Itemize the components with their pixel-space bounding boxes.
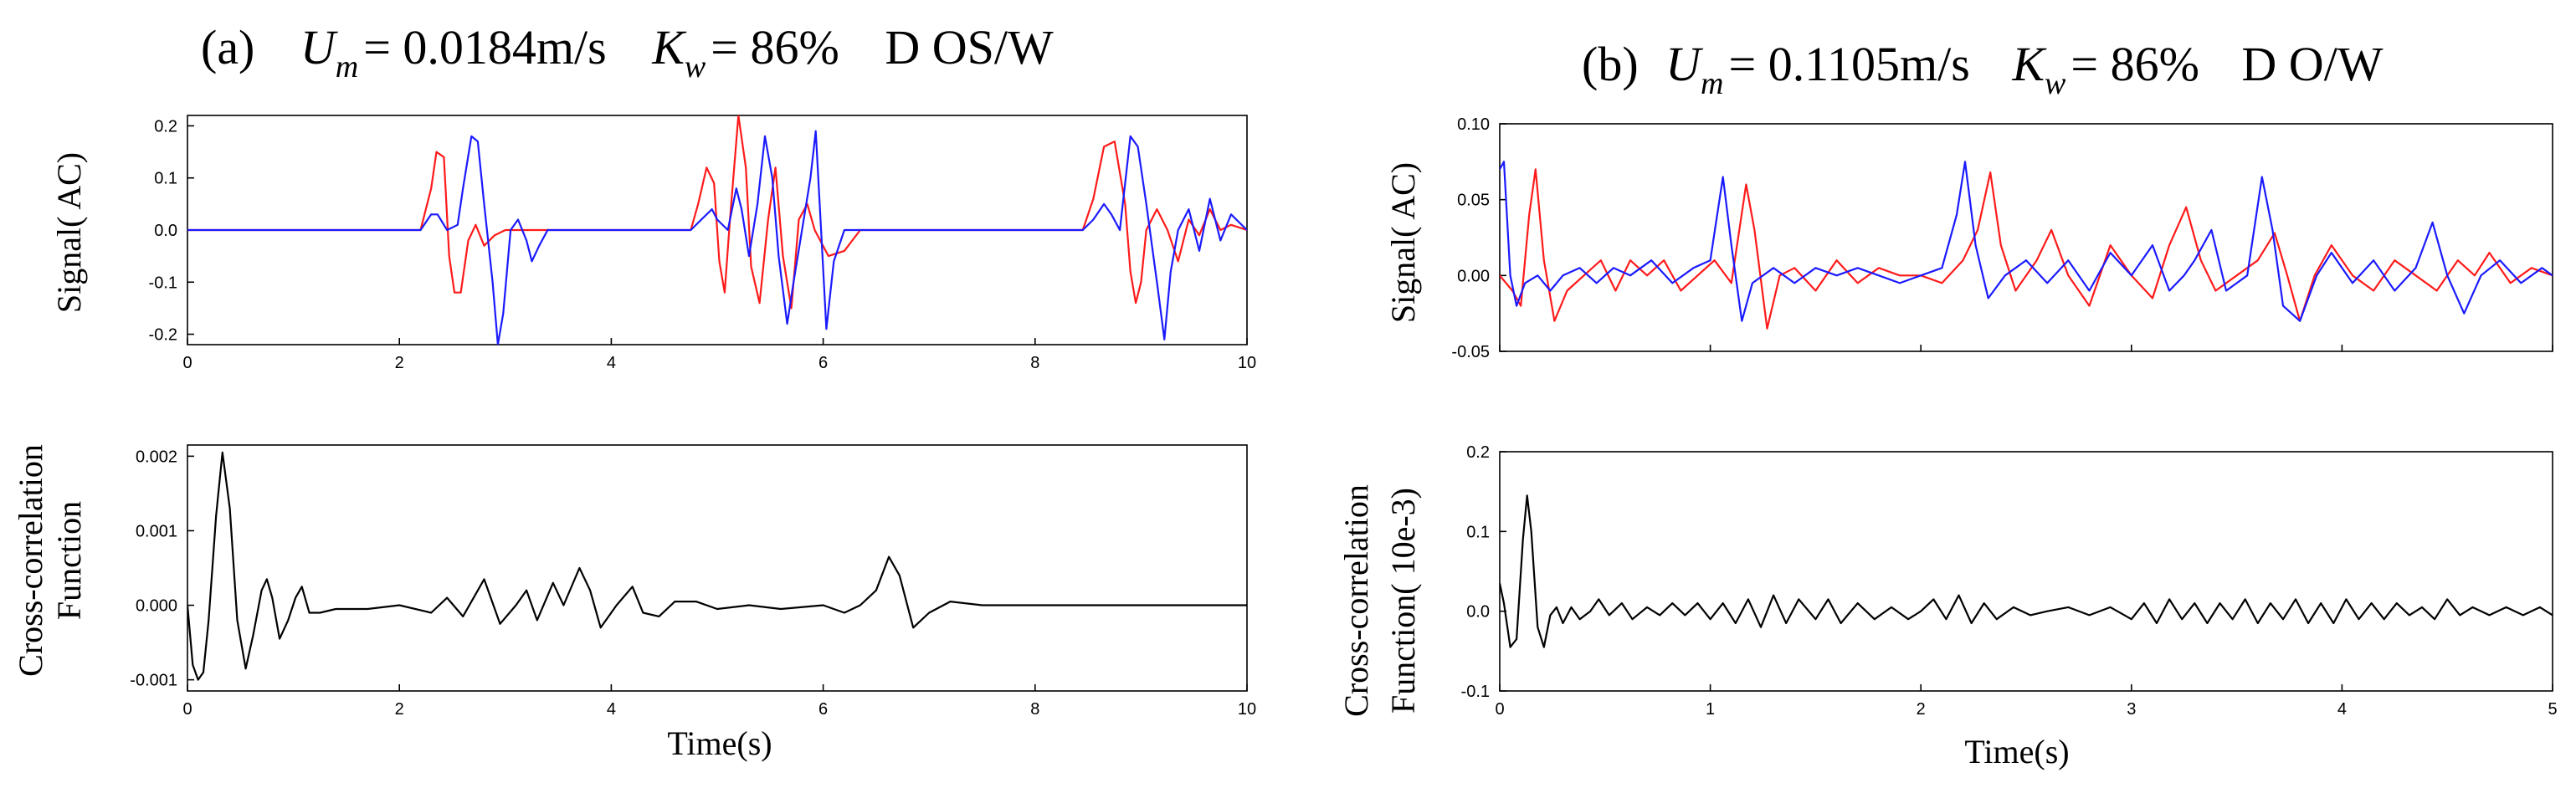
panel-a-kw-sub: w	[685, 49, 706, 84]
x-tick-label: 0	[1495, 700, 1504, 719]
series-line-red	[1500, 168, 2553, 330]
x-tick-label: 0	[182, 700, 192, 719]
y-tick-label: 0.10	[1457, 115, 1490, 134]
plot-frame	[187, 444, 1248, 692]
panel-a-kw-value: = 86%	[711, 20, 839, 74]
panel-b-kw-sub: w	[2045, 66, 2066, 101]
y-tick-label: 0.2	[1466, 443, 1490, 462]
panel-b-kw-symbol: K	[2011, 37, 2047, 91]
panel-b-um-symbol: U	[1665, 37, 1704, 91]
x-tick-label: 8	[1030, 354, 1039, 372]
plot-frame	[1499, 451, 2553, 692]
x-tick-label: 1	[1706, 700, 1715, 719]
panel-a-um-sub: m	[336, 49, 358, 84]
y-tick-label: -0.2	[149, 326, 177, 345]
series-line-red	[187, 115, 1247, 310]
panel-b-cc-ylabel-line2: Function( 10e-3)	[1384, 488, 1422, 714]
y-tick-label: -0.001	[130, 672, 177, 690]
series-line-cc	[187, 451, 1247, 681]
x-tick-label: 2	[395, 700, 404, 719]
panel-a-signal-plot: 0 2 4 6 8 10 -0.2 -0.1 0.0 0.1 0.2	[149, 115, 1256, 372]
y-tick-label: 0.002	[136, 448, 177, 466]
panel-a-cc-ylabel-line2: Function	[50, 501, 88, 620]
x-tick-label: 10	[1238, 700, 1256, 719]
x-tick-label: 4	[607, 700, 616, 719]
series-line-blue	[187, 130, 1247, 345]
x-tick-label: 10	[1238, 354, 1256, 372]
y-tick-label: -0.05	[1451, 343, 1490, 361]
panel-a-cc-ylabel-line1: Cross-correlation	[12, 444, 49, 677]
panel-b-title: (b) Um = 0.1105m/s Kw = 86% D O/W	[1582, 37, 2384, 101]
panel-b-cc-ylabel-line1: Cross-correlation	[1337, 484, 1375, 717]
x-tick-label: 5	[2548, 700, 2557, 719]
panel-a-cc-plot: 0 2 4 6 8 10 -0.001 0.000 0.001 0.002	[130, 444, 1256, 719]
y-tick-label: 0.00	[1457, 267, 1490, 285]
panel-b-cc-plot: 0 1 2 3 4 5 -0.1 0.0 0.1 0.2	[1461, 443, 2558, 719]
panel-a-label: (a)	[201, 20, 254, 74]
y-tick-label: 0.0	[1466, 603, 1490, 622]
series-line-cc	[1500, 494, 2553, 648]
panel-b-regime: D O/W	[2241, 37, 2383, 91]
panel-b-signal-plot: -0.05 0.00 0.05 0.10	[1451, 115, 2553, 361]
panel-a-kw-symbol: K	[651, 20, 687, 74]
y-tick-label: -0.1	[149, 274, 177, 292]
panel-a-um-value: = 0.0184m/s	[363, 20, 607, 74]
x-tick-label: 4	[607, 354, 616, 372]
panel-a-signal-ylabel: Signal( AC)	[50, 152, 88, 313]
panel-b-um-value: = 0.1105m/s	[1728, 37, 1969, 91]
panel-b-label: (b)	[1582, 37, 1639, 91]
panel-b-um-sub: m	[1701, 66, 1723, 101]
x-tick-label: 4	[2337, 700, 2347, 719]
x-tick-label: 0	[182, 354, 192, 372]
panel-a-regime: D OS/W	[885, 20, 1054, 74]
plot-frame	[1499, 123, 2553, 352]
panel-a-title: (a) Um = 0.0184m/s Kw = 86% D OS/W	[201, 20, 1054, 84]
y-tick-label: 0.000	[136, 597, 177, 616]
y-tick-label: 0.1	[1466, 523, 1490, 541]
panel-b-kw-value: = 86%	[2071, 37, 2199, 91]
x-tick-label: 6	[818, 354, 828, 372]
x-tick-label: 3	[2127, 700, 2136, 719]
x-tick-label: 6	[818, 700, 828, 719]
y-tick-label: 0.1	[154, 170, 177, 188]
y-tick-label: 0.2	[154, 117, 177, 136]
panel-a-xlabel: Time(s)	[667, 724, 772, 762]
x-tick-label: 2	[1917, 700, 1926, 719]
panel-a-um-symbol: U	[300, 20, 339, 74]
x-tick-label: 8	[1030, 700, 1039, 719]
y-tick-label: -0.1	[1461, 683, 1490, 701]
series-line-blue	[1500, 161, 2553, 322]
y-tick-label: 0.001	[136, 522, 177, 540]
y-tick-label: 0.0	[154, 222, 177, 240]
x-tick-label: 2	[395, 354, 404, 372]
panel-b-xlabel: Time(s)	[1964, 733, 2069, 770]
panel-b-signal-ylabel: Signal( AC)	[1384, 162, 1422, 323]
y-tick-label: 0.05	[1457, 192, 1490, 210]
